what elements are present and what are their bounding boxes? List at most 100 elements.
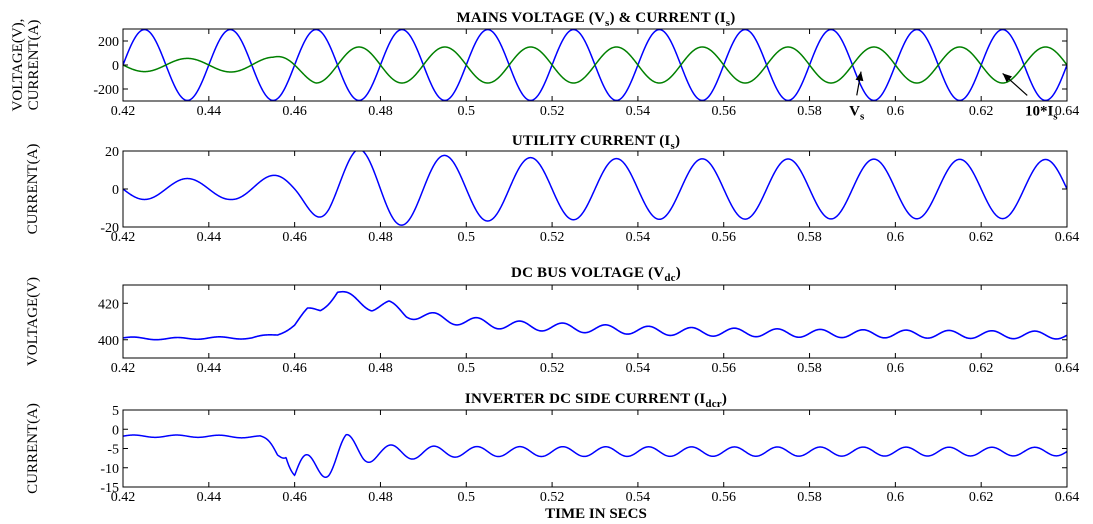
y-tick-label: 20: [105, 145, 119, 160]
y-tick-label: -10: [100, 462, 119, 477]
x-tick-label: 0.48: [368, 361, 393, 376]
x-tick-label: 0.46: [282, 361, 307, 376]
title-subscript: s: [605, 17, 610, 29]
subplot-3: 0.42 0.44 0.46 0.48 0.5 0.52 0.54 0.56 0.58 0.6 0.…: [25, 265, 1079, 376]
y-tick-label: 0: [112, 59, 119, 74]
x-tick-label: 0.52: [540, 361, 565, 376]
x-tick-label: 0.62: [969, 490, 994, 505]
x-tick-label: 0.52: [540, 104, 565, 119]
x-tick-label: 0.42: [111, 230, 136, 245]
x-tick-label: 0.56: [711, 490, 736, 505]
y-tick-label: 400: [98, 334, 119, 349]
x-tick-label: 0.44: [197, 230, 222, 245]
x-tick-label: 0.56: [711, 230, 736, 245]
x-tick-label: 0.54: [626, 490, 651, 505]
x-tick-label: 0.62: [969, 361, 994, 376]
subplot-title-3: DC BUS VOLTAGE (Vdc): [511, 265, 681, 284]
x-tick-label: 0.46: [282, 104, 307, 119]
series-line-3-1: [123, 290, 1067, 341]
y-tick-label: 5: [112, 404, 119, 419]
title-subscript: dc: [664, 272, 675, 284]
y-tick-label: 420: [98, 297, 119, 312]
y-tick-label: -15: [100, 481, 119, 496]
y-axis-label-line: CURRENT(A): [25, 144, 41, 235]
title-main: UTILITY CURRENT (I: [512, 133, 671, 149]
x-axis-label: TIME IN SECS: [545, 506, 647, 522]
annotation-label-main: V: [849, 103, 860, 119]
x-tick-label: 0.58: [797, 490, 822, 505]
x-tick-label: 0.64: [1055, 104, 1080, 119]
subplot-title-1: MAINS VOLTAGE (Vs) & CURRENT (Is): [457, 10, 736, 29]
subplot-title-2: UTILITY CURRENT (Is): [512, 133, 680, 152]
title-end: ): [730, 10, 735, 26]
x-tick-label: 0.54: [626, 230, 651, 245]
x-tick-label: 0.62: [969, 230, 994, 245]
annotation-label: Vs: [849, 103, 865, 122]
x-tick-label: 0.64: [1055, 490, 1080, 505]
title-subscript: s: [726, 17, 731, 29]
title-end: ): [675, 133, 680, 149]
subplot-4: 0.42 0.44 0.46 0.48 0.5 0.52 0.54 0.56 0.58 0.6 0.…: [25, 391, 1079, 505]
annotation-label-sub: s: [1053, 110, 1058, 122]
y-tick-label: 200: [98, 35, 119, 50]
axes-frame-3: [122, 284, 1068, 359]
y-tick-label: -200: [93, 83, 119, 98]
x-tick-label: 0.56: [711, 104, 736, 119]
y-axis-label-4: CURRENT(A): [25, 403, 41, 494]
x-tick-label: 0.46: [282, 490, 307, 505]
y-axis-label-1: VOLTAGE(V),CURRENT(A): [10, 19, 42, 112]
x-tick-label: 0.42: [111, 361, 136, 376]
subplot-2: 0.42 0.44 0.46 0.48 0.5 0.52 0.54 0.56 0.58 0.6 0.…: [25, 133, 1079, 245]
subplot-title-4: INVERTER DC SIDE CURRENT (Idcr): [465, 391, 727, 410]
x-tick-label: 0.64: [1055, 361, 1080, 376]
annotation-label-sub: s: [860, 110, 865, 122]
series-line-1-2: [123, 46, 1067, 84]
x-tick-label: 0.42: [111, 490, 136, 505]
x-tick-label: 0.48: [368, 230, 393, 245]
y-tick-label: 0: [112, 423, 119, 438]
y-axis-label-line: CURRENT(A): [26, 20, 42, 111]
y-axis-label-line: VOLTAGE(V): [25, 277, 41, 366]
subplot-1: 0.42 0.44 0.46 0.48 0.5 0.52 0.54 0.56 0.58 0.6 0.…: [10, 10, 1079, 122]
x-tick-label: 0.54: [626, 104, 651, 119]
x-tick-label: 0.54: [626, 361, 651, 376]
x-tick-label: 0.46: [282, 230, 307, 245]
plots: 0.42 0.44 0.46 0.48 0.5 0.52 0.54 0.56 0.58 0.6 0.…: [10, 10, 1079, 505]
y-tick-label: 0: [112, 183, 119, 198]
x-tick-label: 0.5: [458, 104, 476, 119]
x-tick-label: 0.56: [711, 361, 736, 376]
title-main: MAINS VOLTAGE (V: [457, 10, 605, 26]
x-tick-label: 0.62: [969, 104, 994, 119]
x-tick-label: 0.58: [797, 361, 822, 376]
title-end: ): [722, 391, 727, 407]
title-main: INVERTER DC SIDE CURRENT (I: [465, 391, 705, 407]
x-tick-label: 0.44: [197, 361, 222, 376]
x-tick-label: 0.58: [797, 230, 822, 245]
x-tick-label: 0.5: [458, 490, 476, 505]
x-tick-label: 0.6: [887, 361, 905, 376]
title-main: DC BUS VOLTAGE (V: [511, 265, 664, 281]
y-tick-label: -5: [107, 443, 119, 458]
x-tick-label: 0.52: [540, 490, 565, 505]
x-tick-label: 0.5: [458, 230, 476, 245]
x-tick-label: 0.44: [197, 104, 222, 119]
title-mid: ) & CURRENT (I: [610, 10, 726, 26]
series-line-2-1: [123, 151, 1067, 226]
x-tick-label: 0.44: [197, 490, 222, 505]
x-tick-label: 0.48: [368, 104, 393, 119]
x-tick-label: 0.52: [540, 230, 565, 245]
title-subscript: dcr: [705, 398, 721, 410]
x-tick-label: 0.48: [368, 490, 393, 505]
y-tick-label: -20: [100, 221, 119, 236]
x-tick-label: 0.58: [797, 104, 822, 119]
x-tick-label: 0.5: [458, 361, 476, 376]
x-tick-label: 0.6: [887, 104, 905, 119]
title-end: ): [676, 265, 681, 281]
x-tick-label: 0.64: [1055, 230, 1080, 245]
annotation-label-main: 10*I: [1025, 103, 1054, 119]
y-axis-label-line: VOLTAGE(V),: [10, 19, 26, 112]
y-axis-label-line: CURRENT(A): [25, 403, 41, 494]
annotation-arrow-head: [855, 71, 864, 82]
